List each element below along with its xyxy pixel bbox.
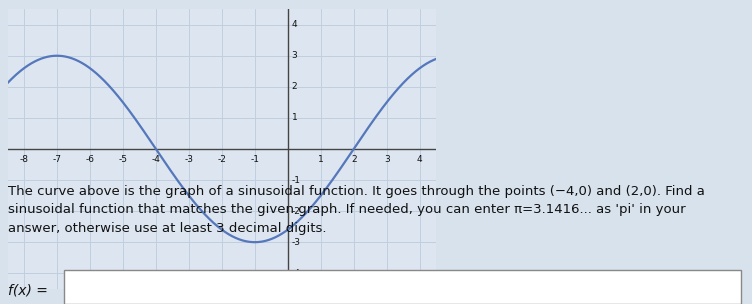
Text: -3: -3: [184, 154, 193, 164]
Text: 1: 1: [292, 113, 298, 123]
Text: 4: 4: [292, 20, 297, 29]
Text: 3: 3: [384, 154, 390, 164]
Text: -7: -7: [53, 154, 62, 164]
FancyBboxPatch shape: [64, 270, 741, 304]
Text: -1: -1: [250, 154, 259, 164]
Text: -4: -4: [151, 154, 160, 164]
Text: -3: -3: [292, 238, 301, 247]
Text: -8: -8: [20, 154, 29, 164]
Text: -6: -6: [86, 154, 95, 164]
Text: 1: 1: [318, 154, 323, 164]
Text: 2: 2: [292, 82, 297, 91]
Text: f(x) =: f(x) =: [8, 284, 47, 298]
Text: -4: -4: [292, 269, 301, 278]
Text: The curve above is the graph of a sinusoidal function. It goes through the point: The curve above is the graph of a sinuso…: [8, 185, 705, 235]
Text: -1: -1: [292, 175, 301, 185]
Text: 3: 3: [292, 51, 298, 60]
Text: 4: 4: [417, 154, 423, 164]
Text: -2: -2: [292, 207, 301, 216]
Text: 2: 2: [351, 154, 356, 164]
Text: -5: -5: [118, 154, 127, 164]
Text: -2: -2: [217, 154, 226, 164]
